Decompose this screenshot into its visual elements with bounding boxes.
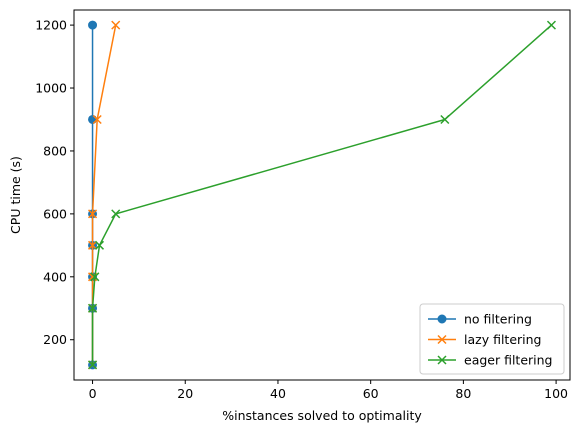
y-axis-ticks: 200 400 600 800 1000 1200 — [35, 18, 74, 347]
legend-label: no filtering — [464, 312, 532, 327]
legend-entry-eager-filtering: eager filtering — [428, 353, 553, 368]
series-layer — [88, 20, 556, 370]
data-point-lazy-filtering — [92, 114, 102, 125]
data-point-no-filtering — [88, 20, 98, 30]
data-point-eager-filtering — [90, 272, 100, 282]
data-point-eager-filtering — [546, 20, 556, 30]
legend-label: eager filtering — [464, 353, 553, 368]
data-point-eager-filtering — [111, 209, 121, 219]
x-tick-label: 0 — [89, 386, 97, 401]
legend: no filtering lazy filtering eager filterin… — [419, 303, 565, 375]
y-tick-label: 1200 — [35, 18, 67, 33]
data-point-lazy-filtering — [88, 209, 98, 219]
y-axis-label: CPU time (s) — [8, 156, 23, 234]
data-point-lazy-filtering — [111, 20, 121, 30]
y-tick-label: 400 — [43, 269, 67, 284]
x-tick-label: 60 — [363, 386, 379, 401]
x-tick-label: 100 — [544, 386, 568, 401]
y-tick-label: 200 — [43, 332, 67, 347]
y-tick-label: 600 — [43, 206, 67, 221]
y-tick-label: 1000 — [35, 81, 67, 96]
y-tick-label: 800 — [43, 143, 67, 158]
data-point-lazy-filtering — [88, 240, 98, 250]
legend-entry-no-filtering: no filtering — [428, 312, 532, 327]
plot-frame — [73, 9, 571, 381]
legend-swatch-marker — [437, 355, 447, 365]
x-axis-ticks: 0 20 40 60 80 100 — [89, 380, 568, 401]
data-point-eager-filtering — [94, 240, 105, 250]
data-point-eager-filtering — [88, 303, 98, 313]
series-eager-filtering — [88, 20, 556, 370]
legend-swatch-marker — [437, 334, 447, 345]
legend-box — [419, 303, 565, 375]
data-point-eager-filtering — [88, 360, 98, 370]
legend-entry-lazy-filtering: lazy filtering — [428, 332, 541, 347]
data-point-eager-filtering — [440, 114, 450, 125]
legend-swatch-marker — [437, 314, 447, 324]
x-tick-label: 40 — [270, 386, 286, 401]
x-tick-label: 20 — [177, 386, 193, 401]
legend-label: lazy filtering — [464, 332, 541, 347]
x-tick-label: 80 — [455, 386, 471, 401]
x-axis-label: %instances solved to optimality — [222, 408, 422, 423]
